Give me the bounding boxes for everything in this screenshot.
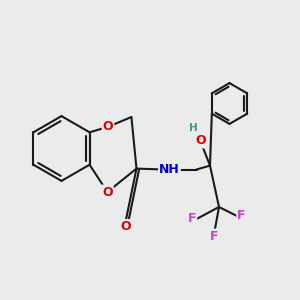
Text: H: H bbox=[189, 123, 198, 134]
Text: O: O bbox=[120, 220, 131, 233]
Text: F: F bbox=[188, 212, 196, 225]
Text: F: F bbox=[237, 209, 246, 222]
Text: NH: NH bbox=[159, 163, 180, 176]
Text: O: O bbox=[195, 134, 206, 148]
Text: O: O bbox=[103, 120, 113, 134]
Text: F: F bbox=[210, 230, 219, 243]
Text: O: O bbox=[102, 185, 113, 199]
